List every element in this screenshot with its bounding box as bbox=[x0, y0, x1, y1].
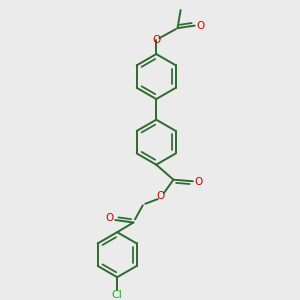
Text: O: O bbox=[106, 213, 114, 224]
Text: Cl: Cl bbox=[112, 290, 123, 300]
Text: O: O bbox=[196, 21, 204, 31]
Text: O: O bbox=[152, 35, 160, 45]
Text: O: O bbox=[194, 177, 202, 187]
Text: O: O bbox=[157, 191, 165, 201]
